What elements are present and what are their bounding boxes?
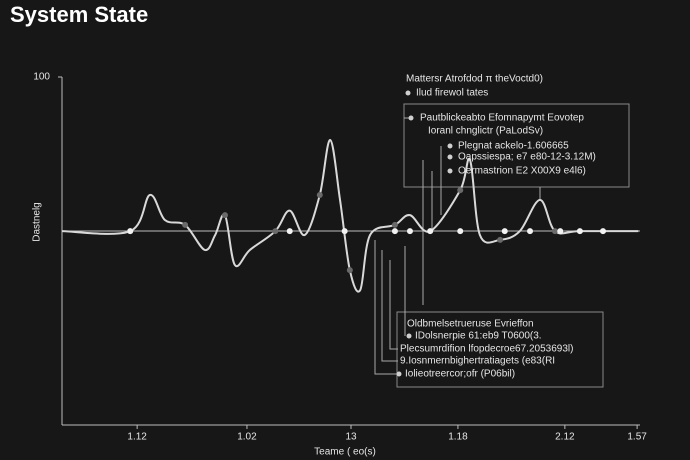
bullet bbox=[447, 154, 453, 160]
x-tick-label: 2.12 bbox=[555, 432, 575, 443]
callout-box bbox=[403, 103, 630, 188]
point bbox=[457, 228, 464, 235]
point bbox=[501, 228, 508, 235]
bullet bbox=[408, 115, 414, 121]
annotation: Pautblickeabto Efomnapymt Eovotep bbox=[420, 113, 584, 124]
annotation: Oldbmelsetrueruse Evrieffon bbox=[407, 319, 534, 330]
annotation: IDolsnerpie 61:eb9 T0600(3. bbox=[415, 331, 542, 342]
chart-title: System State bbox=[10, 2, 148, 27]
point bbox=[576, 228, 583, 235]
annotation: Oapssiespa; e7 e80-12-3.12M) bbox=[458, 152, 596, 163]
point bbox=[406, 228, 413, 235]
point bbox=[600, 228, 607, 235]
annotation: Oermastrion E2 X00X9 e4l6) bbox=[458, 166, 586, 177]
ghost-dot bbox=[182, 221, 189, 228]
bullet bbox=[396, 371, 402, 377]
ghost-dot bbox=[497, 236, 504, 243]
annotation: Ioranl chnglictr (PaLodSv) bbox=[428, 126, 543, 137]
y-axis-label: Dastnelg bbox=[32, 202, 43, 241]
y-tick-label: 100 bbox=[33, 72, 50, 83]
ghost-dot bbox=[552, 228, 559, 235]
x-tick-label: 1.18 bbox=[448, 432, 468, 443]
ghost-dot bbox=[316, 191, 323, 198]
x-axis-label: Teame ( eo(s) bbox=[314, 447, 376, 458]
bullet bbox=[405, 90, 411, 96]
ghost-dot bbox=[346, 267, 353, 274]
ghost-dot bbox=[221, 212, 228, 219]
point bbox=[527, 228, 534, 235]
annotation: Plecsumrdifion lfopdecroe67.2053693l) bbox=[400, 344, 573, 355]
annotation: 9.Iosnmernbighertratiagets (e83(RI bbox=[400, 356, 555, 367]
point bbox=[341, 228, 348, 235]
ghost-dot bbox=[272, 228, 279, 235]
annotation: Plegnat ackelo-1.606665 bbox=[458, 141, 569, 152]
x-tick-label: 1.57 bbox=[627, 432, 647, 443]
ghost-dot bbox=[391, 221, 398, 228]
annotation: Ilud firewol tates bbox=[416, 88, 488, 99]
point bbox=[127, 228, 134, 235]
point bbox=[557, 228, 564, 235]
point bbox=[391, 228, 398, 235]
point bbox=[286, 228, 293, 235]
x-tick-label: 1.12 bbox=[127, 432, 147, 443]
x-tick-label: 1.02 bbox=[237, 432, 257, 443]
bullet bbox=[447, 143, 453, 149]
x-tick-label: 13 bbox=[345, 432, 357, 443]
bullet bbox=[447, 168, 453, 174]
bullet bbox=[406, 333, 412, 339]
point bbox=[427, 228, 434, 235]
connector bbox=[374, 117, 541, 375]
annotation: Mattersr Atrofdod π theVoctd0) bbox=[406, 74, 543, 85]
ghost-dot bbox=[457, 187, 464, 194]
annotation: Iolieotreercor;ofr (P06bil) bbox=[405, 369, 515, 380]
